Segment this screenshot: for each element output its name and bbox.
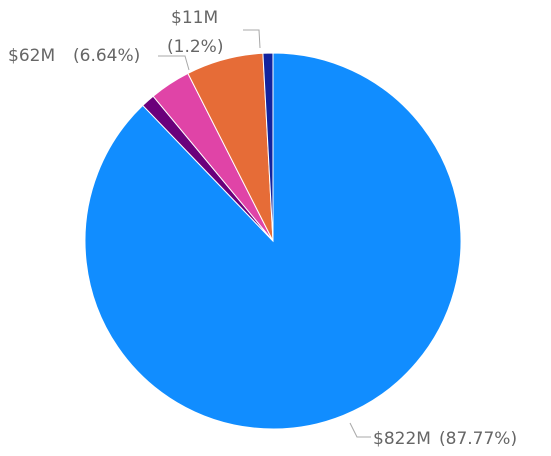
- leader-line-822m: [349, 422, 371, 438]
- data-label-62m: $62M: [8, 46, 55, 66]
- data-label-822m: $822M: [373, 429, 431, 449]
- data-label-11m-percent: (1.2%): [167, 37, 223, 57]
- pie-slices: [84, 52, 462, 430]
- data-label-11m: $11M: [171, 8, 218, 28]
- data-label-62m-percent: (6.64%): [73, 46, 140, 66]
- pie-slice-5[interactable]: [262, 52, 274, 242]
- data-label-822m-percent: (87.77%): [439, 429, 517, 449]
- leader-line-11m: [243, 29, 261, 49]
- leader-line-62m: [158, 55, 190, 71]
- leader-lines: [158, 29, 371, 438]
